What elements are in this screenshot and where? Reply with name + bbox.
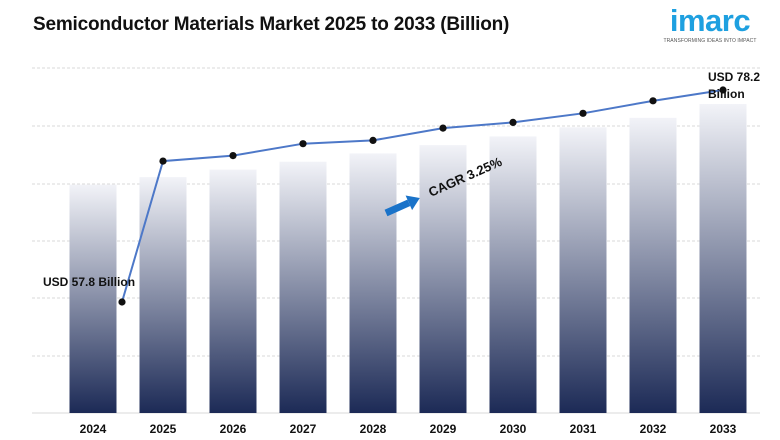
end-value-label-line1: USD 78.2: [708, 70, 760, 84]
trend-point: [229, 151, 237, 160]
trend-line: [118, 86, 727, 306]
bar-2030: [489, 136, 537, 413]
trend-point: [579, 109, 587, 117]
x-tick-label: 2026: [220, 422, 247, 436]
cagr-arrow-shaft: [384, 199, 411, 217]
trend-point: [719, 86, 727, 94]
x-tick-label: 2032: [640, 422, 667, 436]
x-tick-label: 2025: [150, 422, 177, 436]
x-tick-label: 2033: [710, 422, 737, 436]
bar-2024: [69, 184, 117, 413]
x-axis: 2024 2025 2026 2027 2028 2029 2030 2031 2032 2033: [80, 422, 737, 436]
x-tick-label: 2024: [80, 422, 107, 436]
bar-2025: [139, 177, 187, 413]
start-value-label: USD 57.8 Billion: [43, 275, 135, 289]
trend-point: [509, 118, 517, 127]
trend-point: [369, 136, 377, 144]
end-value-label-line2: Billion: [708, 87, 745, 101]
bar-2028: [349, 153, 397, 413]
chart-title: Semiconductor Materials Market 2025 to 2…: [33, 14, 510, 35]
trend-point: [118, 298, 126, 306]
trend-point: [649, 97, 657, 105]
bars: [69, 104, 747, 414]
logo-tagline: TRANSFORMING IDEAS INTO IMPACT: [663, 38, 757, 44]
bar-2031: [559, 127, 607, 414]
trend-line-path: [121, 89, 724, 303]
trend-point: [439, 124, 447, 132]
x-tick-label: 2031: [570, 422, 597, 436]
trend-point: [299, 140, 307, 148]
bar-2026: [209, 169, 257, 413]
imarc-logo: imarc TRANSFORMING IDEAS INTO IMPACT: [656, 4, 764, 48]
bar-2033: [699, 104, 747, 413]
x-tick-label: 2027: [290, 422, 317, 436]
x-tick-label: 2029: [430, 422, 457, 436]
logo-wordmark: imarc: [669, 3, 751, 38]
bar-2032: [629, 117, 677, 413]
cagr-arrow-head-icon: [405, 195, 420, 211]
bar-2027: [279, 161, 327, 413]
trend-point: [159, 157, 167, 165]
x-tick-label: 2028: [360, 422, 387, 436]
x-tick-label: 2030: [500, 422, 527, 436]
bar-2029: [419, 145, 467, 413]
